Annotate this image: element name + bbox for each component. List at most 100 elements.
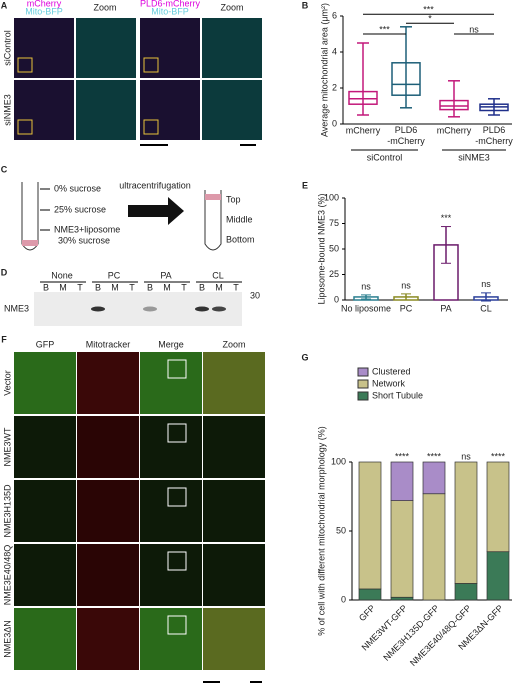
lane-label: B <box>43 282 49 292</box>
inset-box <box>167 487 187 507</box>
box <box>391 62 421 96</box>
panel-letter: C <box>1 164 8 174</box>
image <box>76 80 136 140</box>
image <box>14 608 76 670</box>
panel-letter: G <box>301 352 308 362</box>
y-tick-label: 75 <box>329 218 339 228</box>
tube-label: NME3+liposome <box>54 224 120 234</box>
lane-label: M <box>215 282 223 292</box>
image <box>140 352 202 414</box>
fraction-label: Bottom <box>226 234 255 244</box>
significance: *** <box>441 213 452 223</box>
x-tick-label: PLD6 -mCherry <box>475 125 513 146</box>
gel <box>34 292 242 326</box>
significance: ns <box>361 281 371 291</box>
y-tick-label: 50 <box>336 525 346 535</box>
inset-box <box>17 119 33 135</box>
row-label: NME3E40/48Q <box>2 545 12 606</box>
lane-label: B <box>95 282 101 292</box>
inset-box <box>143 57 159 73</box>
band <box>91 306 105 312</box>
column-header: Mito-BFP <box>151 6 189 16</box>
inset-box <box>167 615 187 635</box>
tube-label: 25% sucrose <box>54 204 106 214</box>
liposome-layer <box>22 240 38 246</box>
significance: ns <box>469 24 479 34</box>
tube <box>21 182 39 251</box>
y-tick-label: 4 <box>332 46 337 56</box>
legend-label: Network <box>372 378 406 388</box>
bar-segment <box>358 588 382 601</box>
image <box>14 416 76 478</box>
band <box>143 306 157 312</box>
y-tick-label: 25 <box>329 269 339 279</box>
lane-label: T <box>233 282 239 292</box>
row-label: NME3WT <box>2 427 12 466</box>
column-header: Mito-BFP <box>25 6 63 16</box>
lane-label: B <box>147 282 153 292</box>
inset-box <box>167 551 187 571</box>
image <box>14 480 76 542</box>
x-tick-label: GFP <box>357 603 377 623</box>
significance: **** <box>491 451 506 461</box>
y-tick-label: 100 <box>324 192 339 202</box>
x-tick-label: CL <box>480 303 492 313</box>
bar-segment <box>422 461 446 495</box>
legend-swatch <box>357 391 369 401</box>
tube-label: 0% sucrose <box>54 183 101 193</box>
panel-letter: F <box>1 334 7 344</box>
lane-label: B <box>199 282 205 292</box>
image <box>203 608 265 670</box>
row-label: siControl <box>2 30 12 66</box>
big-arrow <box>128 197 184 225</box>
x-tick-label: No liposome <box>341 303 391 313</box>
x-tick-label: PLD6 -mCherry <box>387 125 425 146</box>
significance: *** <box>423 5 434 15</box>
column-header: Zoom <box>222 339 245 349</box>
bar-segment <box>390 500 414 598</box>
image <box>77 544 139 606</box>
marker-label: 30 <box>250 290 260 300</box>
image <box>14 80 74 140</box>
inset-box <box>143 119 159 135</box>
legend-label: Clustered <box>372 366 411 376</box>
group-label: None <box>51 270 73 280</box>
lane-label: T <box>129 282 135 292</box>
image <box>203 416 265 478</box>
x-tick-label: NME3H135D-GFP <box>381 603 441 663</box>
y-tick-label: 100 <box>331 456 346 466</box>
image <box>77 480 139 542</box>
image <box>14 18 74 78</box>
significance: ns <box>401 280 411 290</box>
significance: *** <box>379 24 390 34</box>
y-tick-label: 6 <box>332 10 337 20</box>
image <box>202 18 262 78</box>
bar-segment <box>486 551 510 601</box>
column-header: Mitotracker <box>86 339 131 349</box>
image <box>203 352 265 414</box>
image <box>203 544 265 606</box>
image <box>14 544 76 606</box>
image <box>77 352 139 414</box>
lane-label: M <box>111 282 119 292</box>
significance: ns <box>481 279 491 289</box>
image <box>140 480 202 542</box>
band <box>212 306 226 312</box>
lane-label: M <box>59 282 67 292</box>
tube-label: 30% sucrose <box>58 235 110 245</box>
band-label: NME3 <box>4 303 29 313</box>
image <box>140 608 202 670</box>
image <box>140 416 202 478</box>
image <box>14 352 76 414</box>
legend-label: Short Tubule <box>372 390 423 400</box>
group-label: PA <box>160 270 171 280</box>
inset-box <box>167 359 187 379</box>
box <box>439 99 469 111</box>
column-header: Zoom <box>220 2 243 12</box>
row-label: Vector <box>2 370 12 396</box>
tube <box>204 190 222 251</box>
bar-segment <box>454 583 478 601</box>
column-header: PLD6-mCherry <box>140 0 201 8</box>
row-label: NME3H135D <box>2 484 12 538</box>
